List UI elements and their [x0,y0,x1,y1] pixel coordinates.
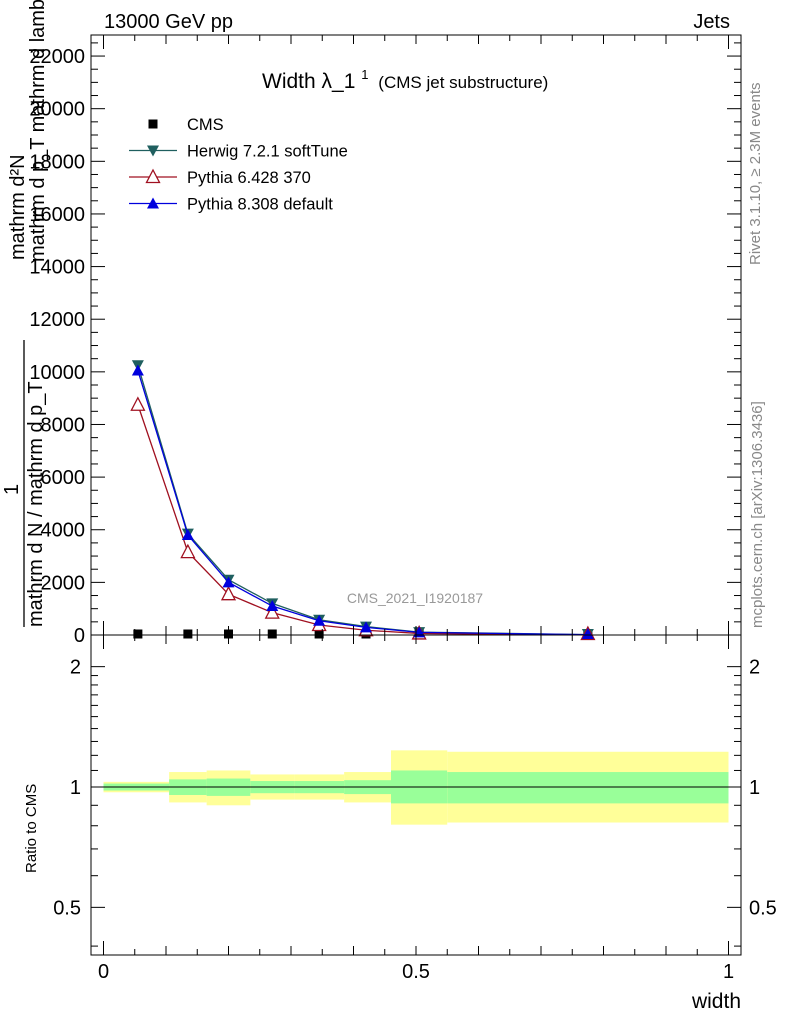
x-tick-label: 0.5 [402,961,430,983]
main-series-layer [130,360,596,641]
data-point-0 [267,629,277,639]
y-tick-label: 14000 [29,257,85,279]
data-point-3 [181,529,194,540]
header-left-text: 13000 GeV pp [104,11,233,33]
ratio-y-tick-label: 0.5 [53,897,81,919]
data-point-2 [130,396,146,411]
y-tick-label: 16000 [29,204,85,226]
y-tick-label: 2000 [41,572,86,594]
ratio-bands [103,750,729,825]
legend-label-2: Pythia 6.428 370 [187,169,311,187]
data-point-3 [222,576,235,588]
y-tick-label: 8000 [41,414,86,436]
title-subtitle: (CMS jet substructure) [378,73,548,92]
title-superscript: 1 [361,67,368,82]
watermark: CMS_2021_I1920187 [347,590,483,606]
data-point-2 [220,585,237,601]
data-point-3 [581,628,594,639]
data-point-3 [313,614,326,626]
data-point-0 [183,629,193,639]
mcplots-label: mcplots.cern.ch [arXiv:1306.3436] [749,401,766,628]
ylabel-one: 1 [1,484,23,495]
data-point-2 [180,543,196,559]
legend-marker-2 [145,168,161,184]
main-panel: CMS_2021_I1920187 0 2000 4000 6000 8000 10000… [29,34,742,647]
ratio-ylabel: Ratio to CMS [23,784,40,873]
x-tick-label: 0 [98,961,109,983]
legend-label-1: Herwig 7.2.1 softTune [187,143,348,161]
ratio-y-tick-label-right: 1 [749,777,760,799]
legend-marker-3 [147,197,159,209]
ratio-y-tick-label: 1 [70,777,81,799]
y-tick-label: 6000 [41,467,86,489]
legend-marker-0 [148,119,158,129]
ratio-y-tick-label-right: 2 [749,657,760,679]
legend: CMS Herwig 7.2.1 softTune Pythia 6.428 370… [129,116,348,214]
series-line-3 [137,370,588,636]
y-tick-label: 4000 [41,520,86,542]
data-point-3 [266,600,279,612]
y-tick-label: 10000 [29,362,85,384]
ratio-band-inner [447,772,729,804]
ratio-axes: 0.5 0.5 1 1 2 2 0 0.5 1 [53,635,777,983]
rivet-label: Rivet 3.1.10, ≥ 2.3M events [747,83,764,266]
ratio-panel: 0.5 0.5 1 1 2 2 0 0.5 1 Ratio to CMS [23,634,777,983]
y-axis-label: mathrm d²N mathrm d p_T mathrm d lambda … [1,0,49,627]
ratio-y-tick-label-right: 0.5 [749,897,777,919]
legend-label-0: CMS [187,116,224,134]
x-tick-label: 1 [723,961,734,983]
svg-text:Width λ_1 1 (CMS j: Width λ_1 1 (CMS jet substructure) [262,61,548,93]
y-tick-label: 22000 [29,46,85,68]
x-axis-label: width [691,990,741,1013]
ylabel-inner-top: mathrm d N / mathrm d p_T [25,381,47,627]
legend-marker-1 [147,145,159,157]
ratio-frame [90,634,742,956]
data-point-0 [133,629,143,639]
data-point-0 [314,629,324,639]
header-right-text: Jets [693,11,730,33]
legend-label-3: Pythia 8.308 default [187,196,333,214]
series-line-2 [137,404,588,636]
y-tick-label: 18000 [29,151,85,173]
y-tick-label: 0 [74,625,85,647]
ylabel-top: mathrm d²N [7,154,29,260]
data-point-2 [264,604,280,619]
ratio-y-tick-label: 2 [70,657,81,679]
ylabel-bottom: mathrm d p_T mathrm d lambda [27,0,49,262]
main-axes: 0 2000 4000 6000 8000 10000 12000 14000 16000 180… [29,35,741,647]
data-point-3 [131,364,144,376]
title-main: Width λ_1 [262,70,355,93]
chart-title: Width λ_1 1 (CMS jet substructure) [262,61,548,93]
y-tick-label: 12000 [29,309,85,331]
y-tick-label: 20000 [29,99,85,121]
data-point-3 [360,621,372,633]
